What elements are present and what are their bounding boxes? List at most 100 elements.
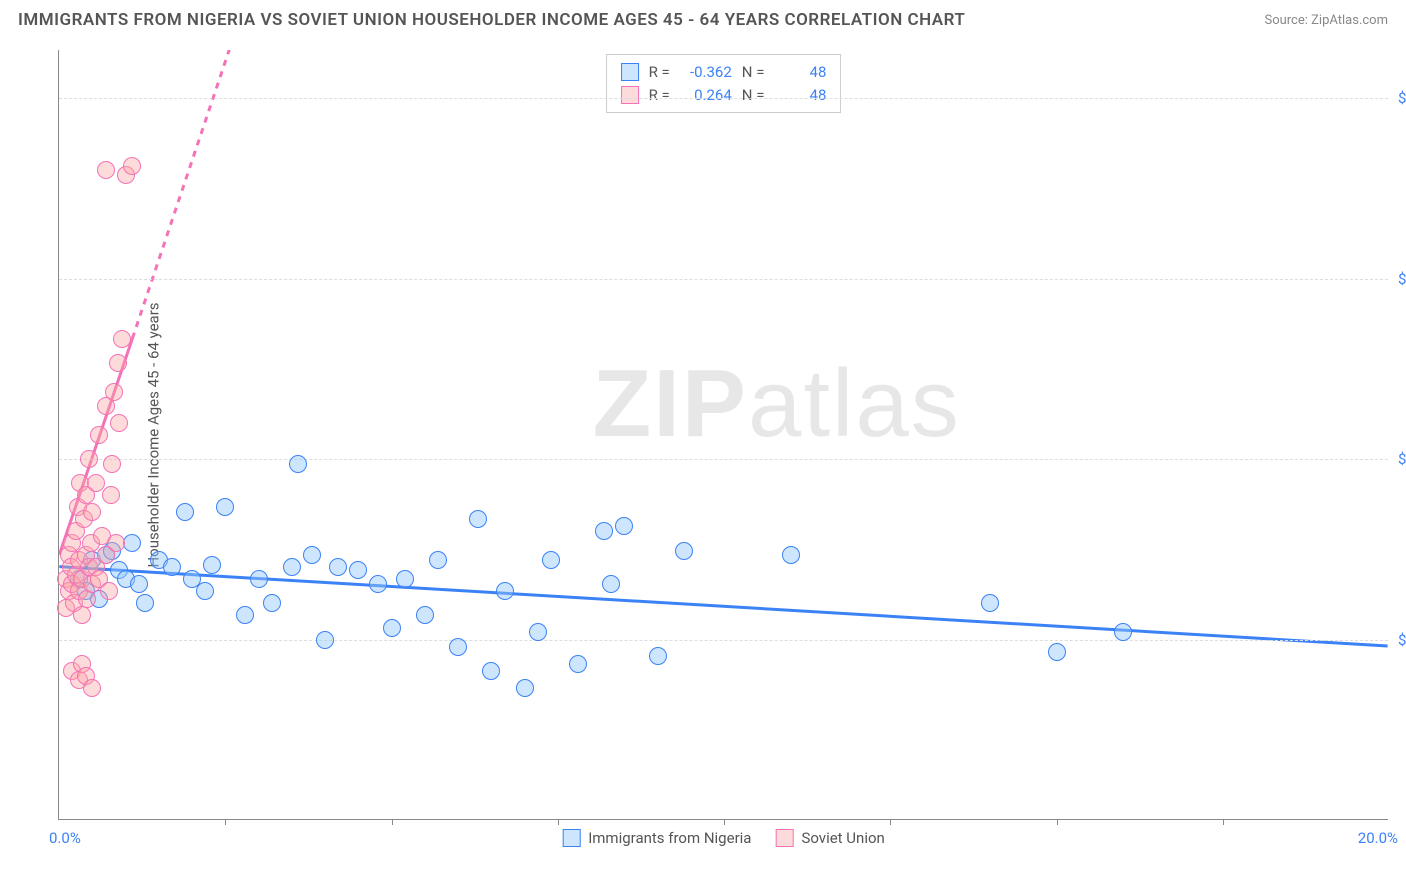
data-point bbox=[542, 551, 560, 569]
chart-plot-area: Householder Income Ages 45 - 64 years ZI… bbox=[58, 50, 1388, 820]
data-point bbox=[303, 546, 321, 564]
source-label: Source: ZipAtlas.com bbox=[1264, 13, 1388, 28]
data-point bbox=[595, 522, 613, 540]
data-point bbox=[100, 582, 118, 600]
data-point bbox=[316, 631, 334, 649]
data-point bbox=[87, 474, 105, 492]
r-value-2: 0.264 bbox=[680, 84, 732, 107]
data-point bbox=[649, 647, 667, 665]
x-tick bbox=[890, 819, 891, 825]
x-tick bbox=[724, 819, 725, 825]
data-point bbox=[615, 517, 633, 535]
gridline bbox=[59, 459, 1388, 460]
data-point bbox=[83, 503, 101, 521]
data-point bbox=[196, 582, 214, 600]
legend-item-2: Soviet Union bbox=[775, 829, 884, 847]
data-point bbox=[123, 157, 141, 175]
gridline bbox=[59, 98, 1388, 99]
n-value-2: 48 bbox=[774, 84, 826, 107]
data-point bbox=[289, 455, 307, 473]
stats-row-2: R = 0.264 N = 48 bbox=[621, 84, 827, 107]
data-point bbox=[529, 623, 547, 641]
data-point bbox=[416, 606, 434, 624]
data-point bbox=[90, 426, 108, 444]
data-point bbox=[569, 655, 587, 673]
n-label: N = bbox=[742, 84, 765, 107]
data-point bbox=[136, 594, 154, 612]
swatch-pink-icon bbox=[621, 86, 639, 104]
n-value-1: 48 bbox=[774, 61, 826, 84]
data-point bbox=[236, 606, 254, 624]
data-point bbox=[782, 546, 800, 564]
data-point bbox=[675, 542, 693, 560]
series-legend: Immigrants from Nigeria Soviet Union bbox=[562, 829, 885, 847]
data-point bbox=[981, 594, 999, 612]
x-tick bbox=[392, 819, 393, 825]
stats-legend-box: R = -0.362 N = 48 R = 0.264 N = 48 bbox=[606, 54, 842, 113]
data-point bbox=[369, 575, 387, 593]
data-point bbox=[105, 383, 123, 401]
x-tick bbox=[558, 819, 559, 825]
gridline bbox=[59, 640, 1388, 641]
watermark-bold: ZIP bbox=[593, 350, 748, 457]
data-point bbox=[263, 594, 281, 612]
data-point bbox=[283, 558, 301, 576]
swatch-pink-icon bbox=[775, 829, 793, 847]
data-point bbox=[123, 534, 141, 552]
data-point bbox=[1114, 623, 1132, 641]
data-point bbox=[329, 558, 347, 576]
data-point bbox=[516, 679, 534, 697]
data-point bbox=[107, 534, 125, 552]
data-point bbox=[113, 330, 131, 348]
y-tick-label: $150,000 bbox=[1398, 450, 1406, 468]
x-axis-max-label: 20.0% bbox=[1358, 829, 1398, 847]
stats-row-1: R = -0.362 N = 48 bbox=[621, 61, 827, 84]
x-tick bbox=[1223, 819, 1224, 825]
data-point bbox=[496, 582, 514, 600]
data-point bbox=[130, 575, 148, 593]
x-tick bbox=[225, 819, 226, 825]
legend-item-1: Immigrants from Nigeria bbox=[562, 829, 751, 847]
r-label: R = bbox=[649, 61, 670, 84]
gridline bbox=[59, 279, 1388, 280]
chart-title: IMMIGRANTS FROM NIGERIA VS SOVIET UNION … bbox=[18, 10, 965, 30]
data-point bbox=[482, 662, 500, 680]
data-point bbox=[110, 414, 128, 432]
data-point bbox=[73, 606, 91, 624]
trend-lines-layer bbox=[59, 50, 1388, 819]
data-point bbox=[250, 570, 268, 588]
data-point bbox=[109, 354, 127, 372]
data-point bbox=[102, 486, 120, 504]
data-point bbox=[176, 503, 194, 521]
watermark-light: atlas bbox=[748, 350, 961, 457]
watermark: ZIPatlas bbox=[593, 349, 961, 459]
data-point bbox=[203, 556, 221, 574]
data-point bbox=[469, 510, 487, 528]
swatch-blue-icon bbox=[621, 63, 639, 81]
data-point bbox=[163, 558, 181, 576]
data-point bbox=[396, 570, 414, 588]
data-point bbox=[602, 575, 620, 593]
y-tick-label: $75,000 bbox=[1398, 631, 1406, 649]
data-point bbox=[429, 551, 447, 569]
legend-label-1: Immigrants from Nigeria bbox=[588, 829, 751, 847]
data-point bbox=[449, 638, 467, 656]
data-point bbox=[80, 450, 98, 468]
data-point bbox=[216, 498, 234, 516]
data-point bbox=[83, 679, 101, 697]
y-axis-label: Householder Income Ages 45 - 64 years bbox=[145, 302, 163, 567]
data-point bbox=[103, 455, 121, 473]
r-value-1: -0.362 bbox=[680, 61, 732, 84]
x-tick bbox=[1057, 819, 1058, 825]
data-point bbox=[349, 561, 367, 579]
data-point bbox=[1048, 643, 1066, 661]
legend-label-2: Soviet Union bbox=[801, 829, 884, 847]
y-tick-label: $300,000 bbox=[1398, 89, 1406, 107]
data-point bbox=[97, 161, 115, 179]
x-axis-min-label: 0.0% bbox=[49, 829, 81, 847]
n-label: N = bbox=[742, 61, 765, 84]
y-tick-label: $225,000 bbox=[1398, 270, 1406, 288]
swatch-blue-icon bbox=[562, 829, 580, 847]
r-label: R = bbox=[649, 84, 670, 107]
data-point bbox=[383, 619, 401, 637]
